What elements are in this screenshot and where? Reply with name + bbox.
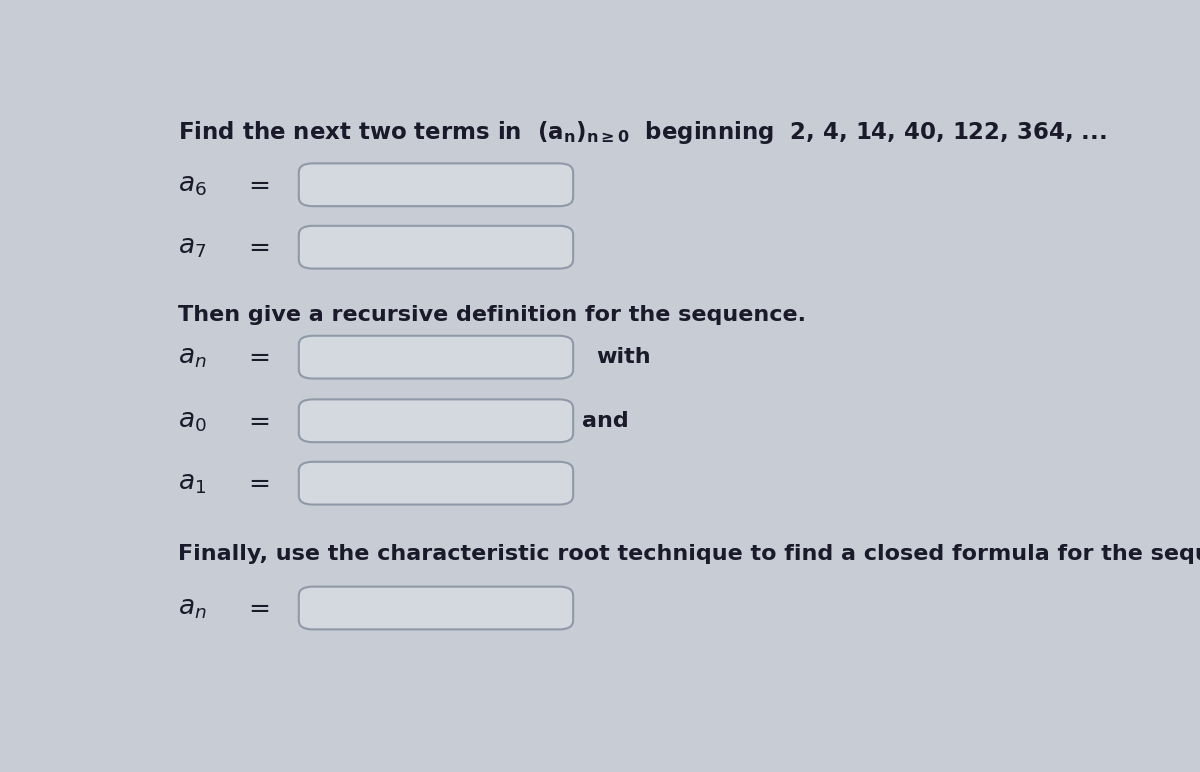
Text: with: with — [596, 347, 652, 367]
Text: $=$: $=$ — [242, 470, 269, 496]
FancyBboxPatch shape — [299, 587, 574, 629]
Text: $a_0$: $a_0$ — [178, 408, 206, 434]
Text: Finally, use the characteristic root technique to find a closed formula for the : Finally, use the characteristic root tec… — [178, 544, 1200, 564]
Text: $=$: $=$ — [242, 172, 269, 198]
FancyBboxPatch shape — [299, 336, 574, 378]
Text: $a_6$: $a_6$ — [178, 172, 206, 198]
Text: $a_1$: $a_1$ — [178, 470, 206, 496]
Text: $a_7$: $a_7$ — [178, 234, 206, 260]
Text: $a_n$: $a_n$ — [178, 344, 206, 370]
FancyBboxPatch shape — [299, 399, 574, 442]
Text: $=$: $=$ — [242, 595, 269, 621]
Text: $=$: $=$ — [242, 408, 269, 434]
Text: $=$: $=$ — [242, 234, 269, 260]
Text: Then give a recursive definition for the sequence.: Then give a recursive definition for the… — [178, 306, 806, 326]
FancyBboxPatch shape — [299, 164, 574, 206]
Text: Find the next two terms in  $\mathbf{(a_n)_{n\geq 0}}$  beginning  2, 4, 14, 40,: Find the next two terms in $\mathbf{(a_n… — [178, 120, 1106, 147]
Text: and: and — [582, 411, 629, 431]
Text: $a_n$: $a_n$ — [178, 595, 206, 621]
Text: $=$: $=$ — [242, 344, 269, 370]
FancyBboxPatch shape — [299, 225, 574, 269]
FancyBboxPatch shape — [299, 462, 574, 505]
